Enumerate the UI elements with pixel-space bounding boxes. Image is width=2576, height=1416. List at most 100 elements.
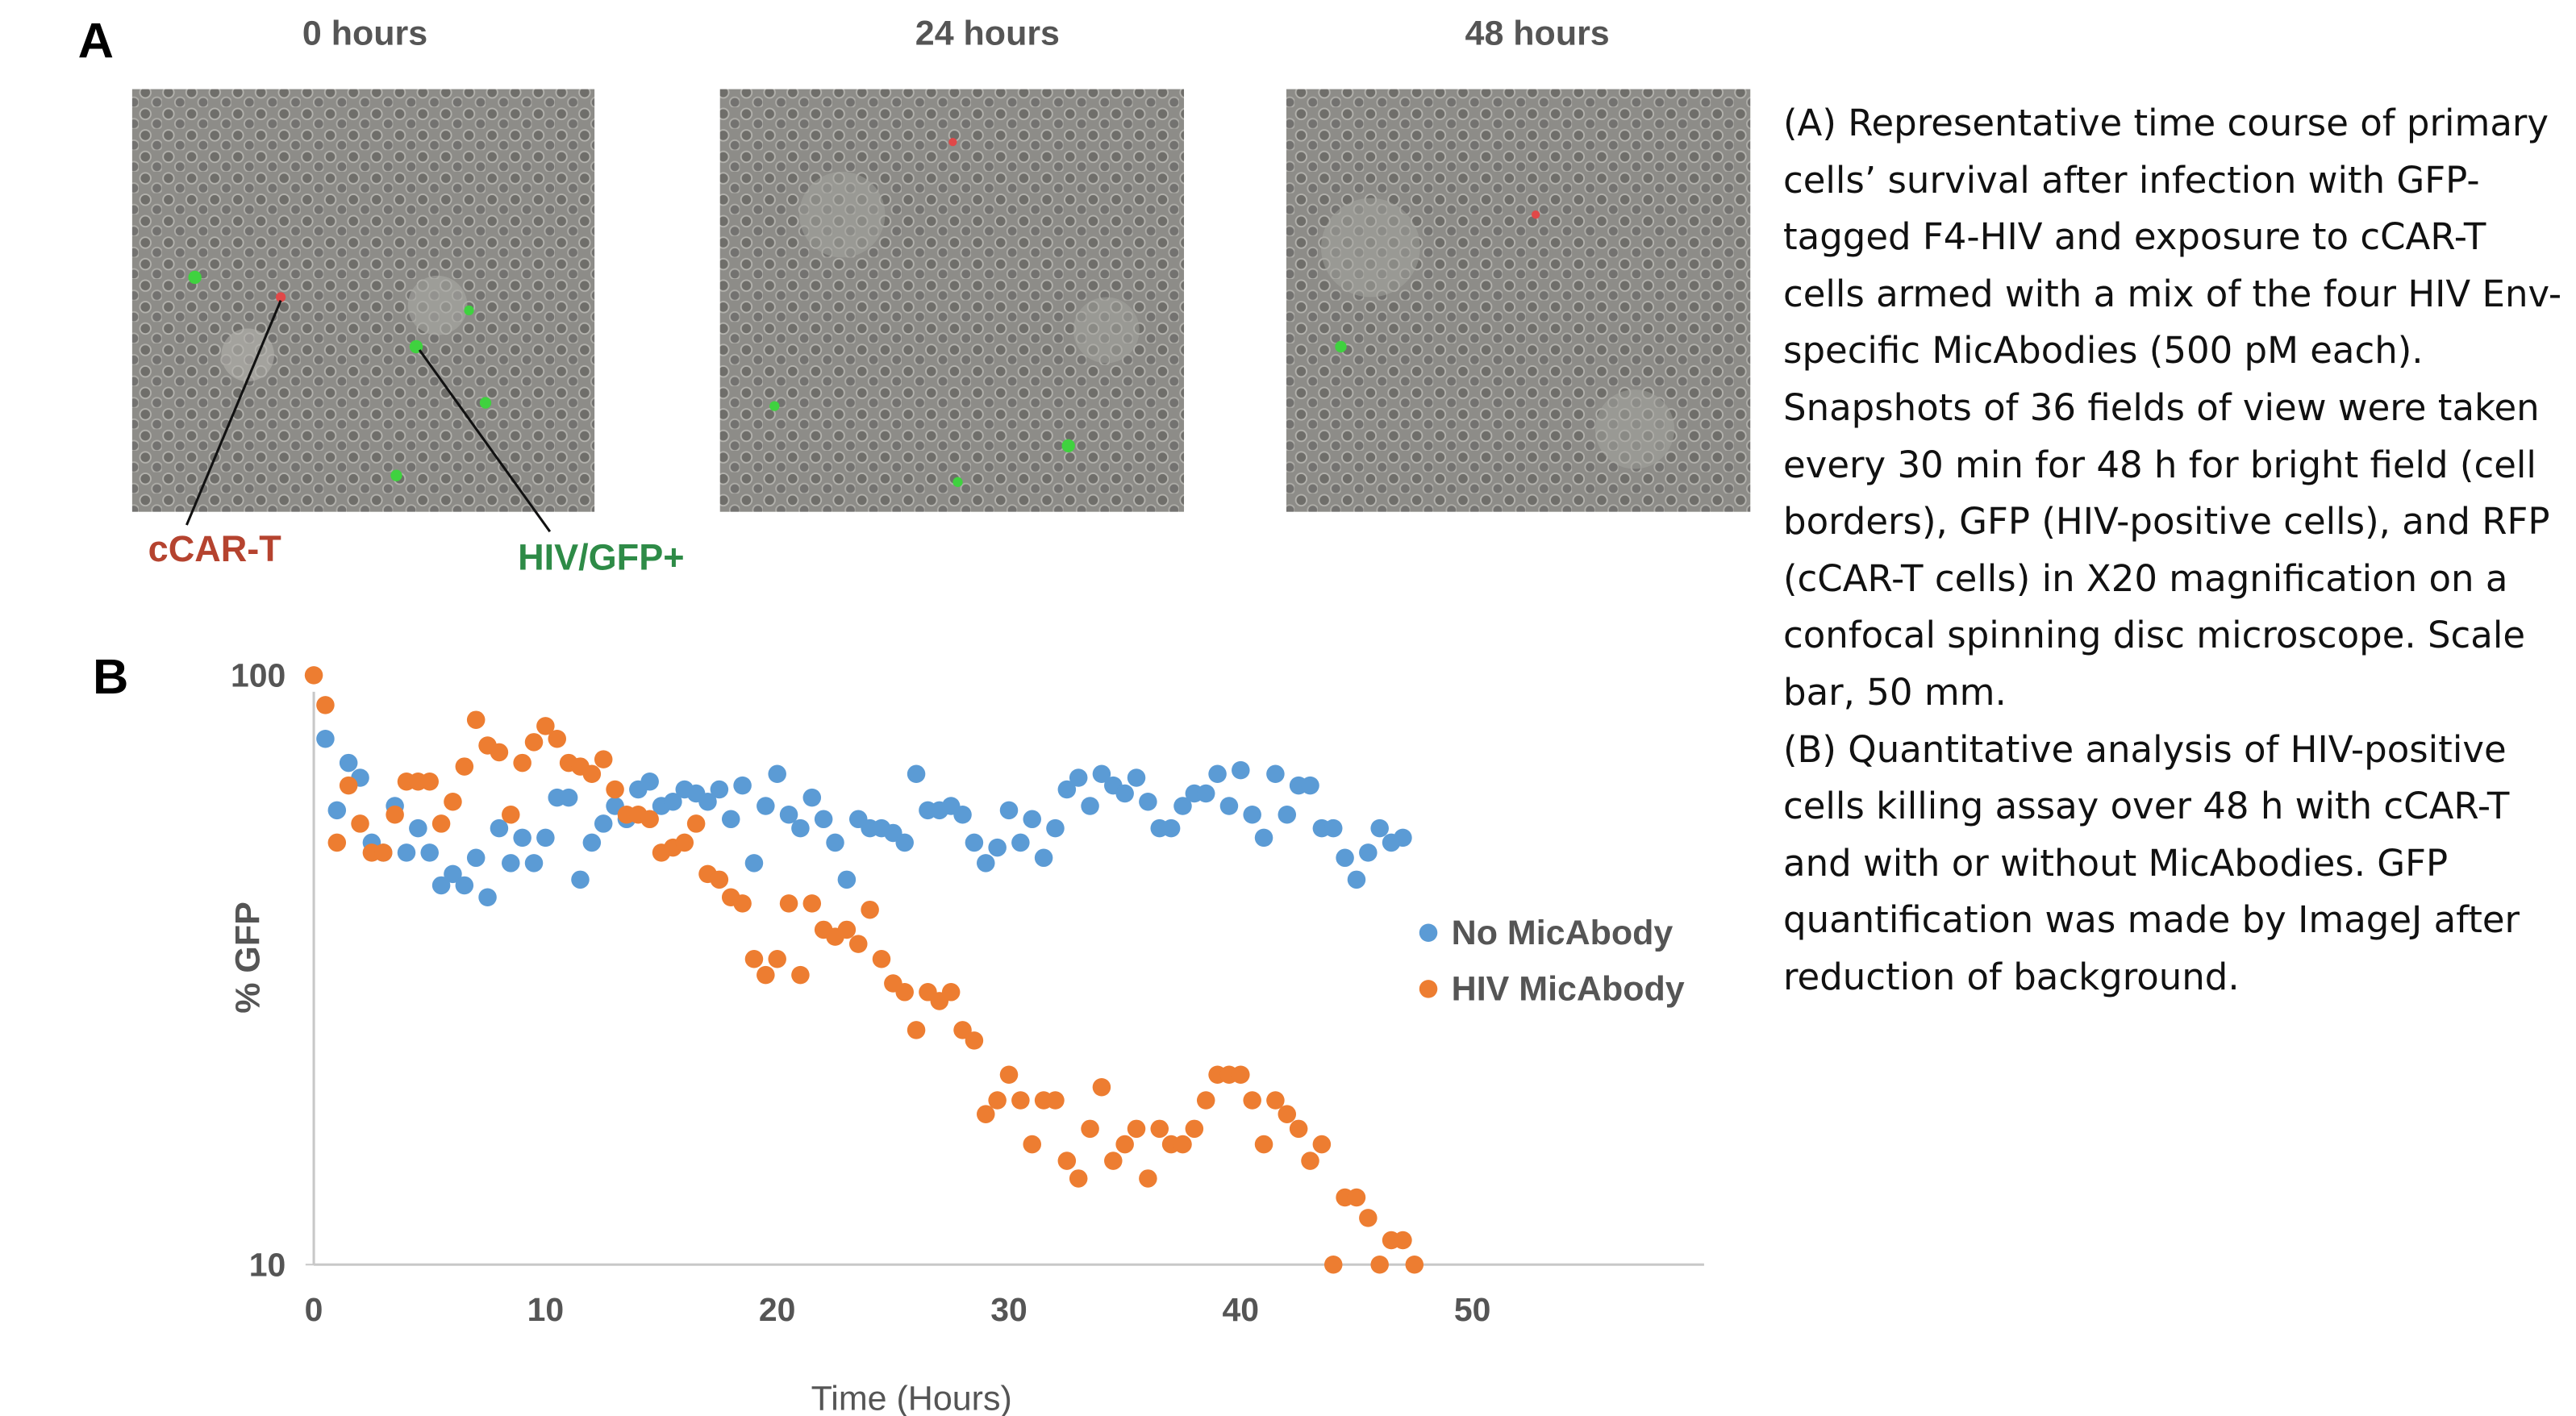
data-point <box>999 801 1019 820</box>
data-point <box>1196 784 1215 803</box>
data-point <box>640 810 659 829</box>
data-point <box>664 793 682 811</box>
data-point <box>1081 797 1099 815</box>
data-point <box>744 854 764 873</box>
annotation: cCAR-T <box>148 528 282 569</box>
data-point <box>316 696 335 714</box>
data-point <box>1347 1188 1366 1207</box>
micrograph <box>1286 89 1751 512</box>
data-point <box>466 710 486 729</box>
data-point <box>594 814 613 833</box>
data-point <box>524 854 544 873</box>
data-point <box>420 843 439 862</box>
data-point <box>802 894 822 913</box>
caption-paragraph: (A) Representative time course of primar… <box>1783 102 2562 714</box>
data-point <box>791 818 810 838</box>
data-point <box>640 772 659 791</box>
data-point <box>1081 1119 1099 1139</box>
data-point <box>791 965 810 985</box>
data-point <box>941 983 961 1002</box>
data-point <box>1370 1255 1389 1274</box>
x-axis-label: Time (Hours) <box>811 1379 1012 1416</box>
data-point <box>1266 764 1285 784</box>
data-point <box>513 753 531 773</box>
data-point <box>1254 828 1273 848</box>
data-point <box>1359 843 1378 862</box>
data-point <box>1405 1255 1424 1274</box>
data-point <box>710 780 729 799</box>
data-point <box>397 843 416 862</box>
data-point <box>1323 1255 1343 1274</box>
x-tick-label: 0 <box>305 1291 323 1328</box>
data-point <box>1232 760 1250 780</box>
data-point <box>698 793 717 811</box>
data-point <box>339 776 358 795</box>
data-point <box>1232 1065 1250 1085</box>
data-point <box>1173 1135 1192 1154</box>
data-point <box>988 838 1007 857</box>
data-point <box>444 793 462 811</box>
data-point <box>339 753 358 773</box>
data-point <box>1243 806 1261 824</box>
data-point <box>1069 1169 1088 1188</box>
data-point <box>1312 1135 1332 1154</box>
data-point <box>1323 818 1343 838</box>
data-point <box>524 733 544 752</box>
data-point <box>965 1031 984 1050</box>
data-point <box>304 666 323 685</box>
data-point <box>675 833 694 852</box>
image-title: 48 hours <box>1465 14 1610 52</box>
data-point <box>351 814 369 833</box>
data-point <box>502 854 520 873</box>
data-point <box>490 818 509 838</box>
data-point <box>1278 806 1297 824</box>
y-tick-label: 10 <box>249 1247 286 1284</box>
panel-label: A <box>78 14 114 69</box>
data-point <box>1023 810 1041 829</box>
data-point <box>1011 833 1030 852</box>
data-point <box>594 750 613 768</box>
data-point <box>837 870 857 889</box>
data-point <box>431 876 451 895</box>
data-point <box>1254 1135 1273 1154</box>
data-point <box>1243 1091 1261 1110</box>
data-point <box>1301 776 1319 795</box>
y-axis-label: % GFP <box>229 902 268 1014</box>
data-point <box>826 833 844 852</box>
x-tick-label: 40 <box>1223 1291 1260 1328</box>
panel-label: B <box>93 649 128 705</box>
data-point <box>1394 828 1412 848</box>
legend-label: No MicAbody <box>1452 914 1674 952</box>
data-point <box>1336 848 1354 868</box>
data-point <box>907 764 926 784</box>
data-point <box>1347 870 1366 889</box>
x-tick-label: 10 <box>527 1291 565 1328</box>
data-point <box>953 1021 972 1039</box>
data-point <box>744 950 764 968</box>
data-point <box>953 806 972 824</box>
data-point <box>490 743 509 762</box>
caption-paragraph: (B) Quantitative analysis of HIV-positiv… <box>1783 727 2520 998</box>
data-point <box>757 797 775 815</box>
data-point <box>1359 1209 1378 1227</box>
data-point <box>965 833 984 852</box>
data-point <box>733 776 752 795</box>
data-point <box>977 1105 995 1123</box>
data-point <box>1115 784 1134 803</box>
data-point <box>582 764 602 784</box>
data-point <box>686 814 706 833</box>
legend-marker <box>1419 980 1438 998</box>
data-point <box>721 810 740 829</box>
micrograph <box>131 89 595 512</box>
data-point <box>559 788 578 807</box>
data-point <box>977 854 995 873</box>
legend-marker <box>1419 923 1438 943</box>
data-point <box>1266 1091 1285 1110</box>
data-point <box>316 729 335 748</box>
image-title: 0 hours <box>302 14 427 52</box>
data-point <box>1150 1119 1169 1139</box>
data-point <box>513 828 531 848</box>
data-point <box>1034 848 1053 868</box>
